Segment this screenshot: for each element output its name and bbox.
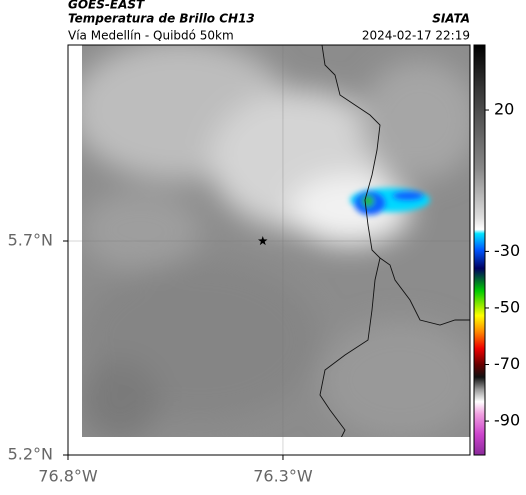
- route-label: Vía Medellín - Quibdó 50km: [68, 29, 234, 43]
- product-title: Temperatura de Brillo CH13: [68, 12, 255, 26]
- colorbar-tick-label: -90: [494, 411, 520, 430]
- satellite-title: GOES-EAST: [68, 0, 145, 12]
- colorbar-tick-label: -30: [494, 241, 520, 260]
- map-frame: [67, 44, 471, 456]
- colorbar: [473, 44, 486, 456]
- colorbar-tick-label: 20: [494, 100, 514, 119]
- satellite-image: [82, 45, 470, 437]
- datetime-label: 2024-02-17 22:19: [362, 29, 470, 43]
- source-label: SIATA: [432, 12, 470, 26]
- colorbar-tick-label: -50: [494, 297, 520, 316]
- colorbar-tick-label: -70: [494, 354, 520, 373]
- x-tick-label: 76.8°W: [38, 467, 98, 486]
- y-tick-label: 5.2°N: [8, 445, 53, 464]
- x-tick-label: 76.3°W: [253, 467, 313, 486]
- y-tick-label: 5.7°N: [8, 231, 53, 250]
- location-marker: [258, 236, 268, 246]
